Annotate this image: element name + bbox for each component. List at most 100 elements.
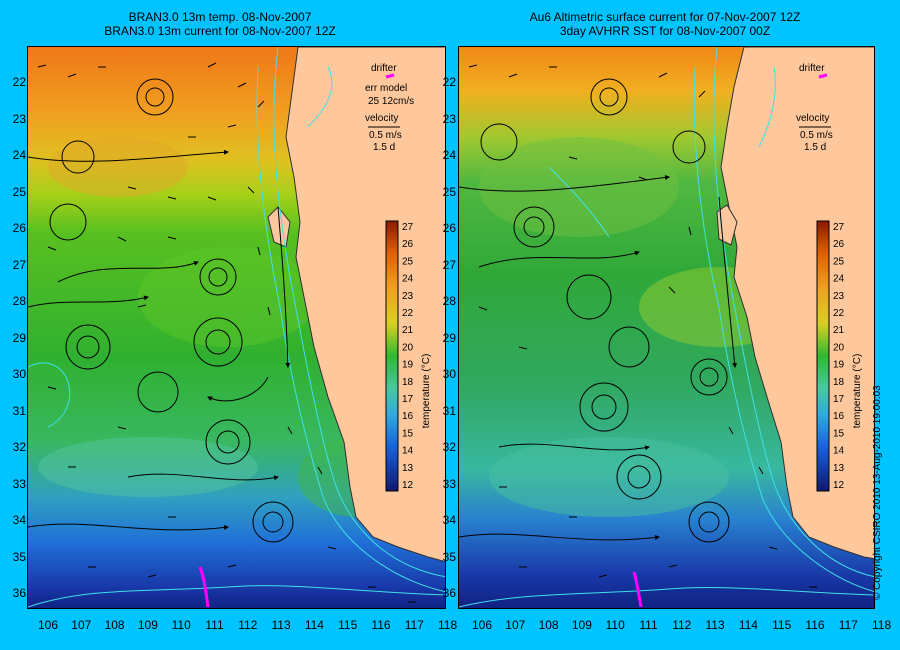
lat-label-26: 26 [12, 221, 26, 235]
lon-label-106: 106 [37, 618, 59, 632]
colorbar-tick-26: 26 [402, 239, 414, 250]
lat-label-27: 27 [442, 257, 456, 272]
lat-label-28: 28 [12, 294, 26, 308]
colorbar-tick-16: 16 [833, 411, 845, 422]
lon-label-114: 114 [738, 618, 758, 632]
colorbar-tick-20: 20 [402, 342, 414, 353]
left-title: BRAN3.0 13m temp. 08-Nov-2007 BRAN3.0 13… [20, 10, 420, 38]
current-vectors [459, 78, 738, 543]
colorbar-tick-22: 22 [402, 308, 414, 319]
colorbar-label: temperature (°C) [852, 354, 863, 429]
current-vectors [28, 78, 294, 543]
lon-label-110: 110 [605, 618, 625, 632]
lat-label-23: 23 [442, 111, 456, 126]
colorbar-tick-25: 25 [402, 256, 414, 267]
colorbar-tick-13: 13 [402, 463, 414, 474]
colorbar-tick-17: 17 [833, 394, 845, 405]
lon-label-110: 110 [171, 618, 191, 632]
lon-label-117: 117 [838, 618, 858, 632]
lon-label-114: 114 [304, 618, 324, 632]
lat-label-31: 31 [12, 403, 26, 418]
right-map-panel: drifter velocity 0.5 m/s 1.5 d 27 26 25 24 2… [458, 46, 875, 609]
left-title-line1: BRAN3.0 13m temp. 08-Nov-2007 [128, 10, 312, 24]
lon-label-108: 108 [538, 618, 559, 632]
colorbar-tick-12: 12 [402, 480, 414, 491]
short-vectors [468, 64, 817, 588]
colorbar-tick-17: 17 [402, 394, 414, 405]
colorbar-tick-19: 19 [402, 360, 414, 371]
lat-label-36: 36 [12, 586, 26, 600]
colorbar-tick-18: 18 [402, 377, 414, 388]
lon-label-118: 118 [872, 618, 892, 632]
colorbar-tick-27: 27 [833, 222, 845, 233]
right-title: Au6 Altimetric surface current for 07-No… [455, 10, 875, 38]
copyright-notice: © Copyright CSIRO 2010 13-Aug-2010 19:00… [872, 385, 883, 600]
legend-velocity-label: velocity [365, 113, 398, 124]
colorbar-gradient [816, 220, 830, 492]
legend-duration: 1.5 d [373, 142, 395, 153]
legend-drifter-label: drifter [799, 63, 825, 74]
lon-label-111: 111 [639, 618, 658, 632]
map-legend: drifter velocity 0.5 m/s 1.5 d [796, 63, 833, 153]
lon-label-111: 111 [205, 618, 224, 632]
lat-label-24: 24 [12, 148, 26, 162]
legend-velocity-scale: 0.5 m/s [800, 130, 833, 141]
lat-label-32: 32 [442, 440, 456, 454]
colorbar-tick-23: 23 [402, 291, 414, 302]
lon-label-115: 115 [338, 618, 358, 632]
lon-label-107: 107 [505, 618, 526, 632]
lon-label-116: 116 [805, 618, 825, 632]
colorbar-tick-22: 22 [833, 308, 845, 319]
legend-model-value: 25 12cm/s [368, 96, 414, 107]
lat-label-30: 30 [12, 367, 26, 381]
lon-label-116: 116 [371, 618, 391, 632]
legend-model-label: err model [365, 83, 407, 94]
lat-label-31: 31 [442, 403, 456, 418]
left-map: drifter err model 25 12cm/s velocity 0.5… [28, 47, 445, 608]
lon-label-112: 112 [672, 618, 692, 632]
lat-label-34: 34 [12, 513, 26, 527]
lat-label-29: 29 [442, 330, 456, 345]
coastline-land [285, 47, 445, 562]
drifter-track [198, 566, 210, 608]
left-map-panel: drifter err model 25 12cm/s velocity 0.5… [27, 46, 446, 609]
right-title-line2: 3day AVHRR SST for 08-Nov-2007 00Z [559, 24, 771, 38]
left-title-line2: BRAN3.0 13m current for 08-Nov-2007 12Z [104, 24, 336, 38]
colorbar-label: temperature (°C) [421, 354, 432, 429]
colorbar-tick-16: 16 [402, 411, 414, 422]
isobath-contours [28, 47, 445, 608]
colorbar-tick-20: 20 [833, 342, 845, 353]
colorbar-tick-26: 26 [833, 239, 845, 250]
map-legend: drifter err model 25 12cm/s velocity 0.5… [365, 63, 414, 153]
legend-velocity-label: velocity [796, 113, 829, 124]
colorbar: 27 26 25 24 23 22 21 20 19 18 17 16 15 14 13 12 tempera… [816, 220, 863, 492]
lon-label-118: 118 [438, 618, 458, 632]
lat-label-24: 24 [442, 148, 456, 162]
lat-label-25: 25 [442, 184, 456, 199]
colorbar-gradient [385, 220, 399, 492]
lat-label-29: 29 [12, 330, 26, 345]
lat-label-23: 23 [12, 111, 26, 126]
colorbar-tick-25: 25 [833, 256, 845, 267]
right-map: drifter velocity 0.5 m/s 1.5 d 272625242… [459, 47, 874, 608]
colorbar-tick-19: 19 [833, 360, 845, 371]
coastline-land [720, 47, 874, 560]
colorbar-tick-18: 18 [833, 377, 845, 388]
lon-label-106: 106 [471, 618, 493, 632]
lat-label-34: 34 [442, 513, 456, 527]
colorbar-tick-14: 14 [402, 446, 414, 457]
lat-label-26: 26 [442, 221, 456, 235]
lat-label-36: 36 [442, 586, 456, 600]
lat-label-22: 22 [12, 75, 26, 89]
lon-label-109: 109 [571, 618, 592, 632]
lat-label-33: 33 [442, 476, 456, 491]
lon-label-109: 109 [137, 618, 158, 632]
colorbar-tick-14: 14 [833, 446, 845, 457]
colorbar-tick-13: 13 [833, 463, 845, 474]
lat-label-22: 22 [442, 75, 456, 89]
lon-label-108: 108 [104, 618, 125, 632]
right-title-line1: Au6 Altimetric surface current for 07-No… [529, 10, 801, 24]
colorbar-tick-15: 15 [833, 428, 845, 439]
lon-label-107: 107 [71, 618, 92, 632]
lat-label-28: 28 [442, 294, 456, 308]
